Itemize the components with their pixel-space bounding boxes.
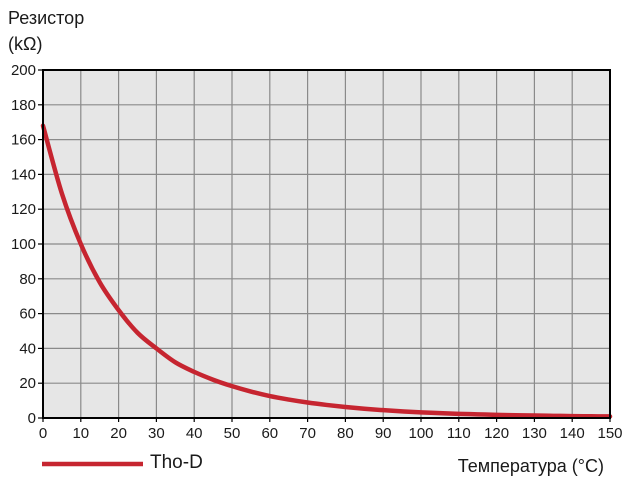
x-tick-label-50: 50 xyxy=(224,425,241,442)
y-tick-label-100: 100 xyxy=(11,236,36,253)
x-tick-label-60: 60 xyxy=(261,425,278,442)
y-tick-label-120: 120 xyxy=(11,201,36,218)
series-line-tho-d xyxy=(40,123,613,419)
y-tick-label-0: 0 xyxy=(28,410,36,427)
x-tick-label-140: 140 xyxy=(560,425,585,442)
y-axis-title-line-1: Резистор xyxy=(8,8,84,28)
y-tick-label-140: 140 xyxy=(11,166,36,183)
y-axis-title-line-2: (kΩ) xyxy=(8,34,42,54)
y-tick-label-200: 200 xyxy=(11,62,36,79)
x-tick-label-130: 130 xyxy=(522,425,547,442)
y-tick-label-180: 180 xyxy=(11,97,36,114)
x-tick-label-90: 90 xyxy=(375,425,392,442)
x-axis-ticks: 0 10 20 30 40 50 60 70 80 90 100 110 120 130 140 150 xyxy=(39,418,623,442)
x-tick-label-0: 0 xyxy=(39,425,47,442)
legend-label-tho-d: Tho-D xyxy=(150,452,203,473)
y-tick-label-160: 160 xyxy=(11,132,36,149)
x-axis-title: Температура (°C) xyxy=(458,456,604,476)
x-tick-label-150: 150 xyxy=(597,425,622,442)
x-tick-label-100: 100 xyxy=(408,425,433,442)
x-tick-label-110: 110 xyxy=(447,425,471,442)
x-tick-label-10: 10 xyxy=(72,425,89,442)
y-tick-label-80: 80 xyxy=(19,271,36,288)
legend: Tho-D xyxy=(42,452,203,473)
x-tick-label-30: 30 xyxy=(148,425,165,442)
y-tick-label-20: 20 xyxy=(19,375,36,392)
x-tick-label-70: 70 xyxy=(299,425,316,442)
x-tick-label-80: 80 xyxy=(337,425,354,442)
y-tick-label-40: 40 xyxy=(19,340,36,357)
y-axis-ticks: 0 20 40 60 80 100 120 140 160 180 200 xyxy=(11,62,43,427)
grid-lines xyxy=(43,70,610,418)
y-axis-title: Резистор (kΩ) xyxy=(8,8,84,54)
y-tick-label-60: 60 xyxy=(19,306,36,323)
plot-frame xyxy=(42,69,611,419)
x-tick-label-40: 40 xyxy=(186,425,203,442)
x-tick-label-20: 20 xyxy=(110,425,127,442)
x-tick-label-120: 120 xyxy=(484,425,509,442)
